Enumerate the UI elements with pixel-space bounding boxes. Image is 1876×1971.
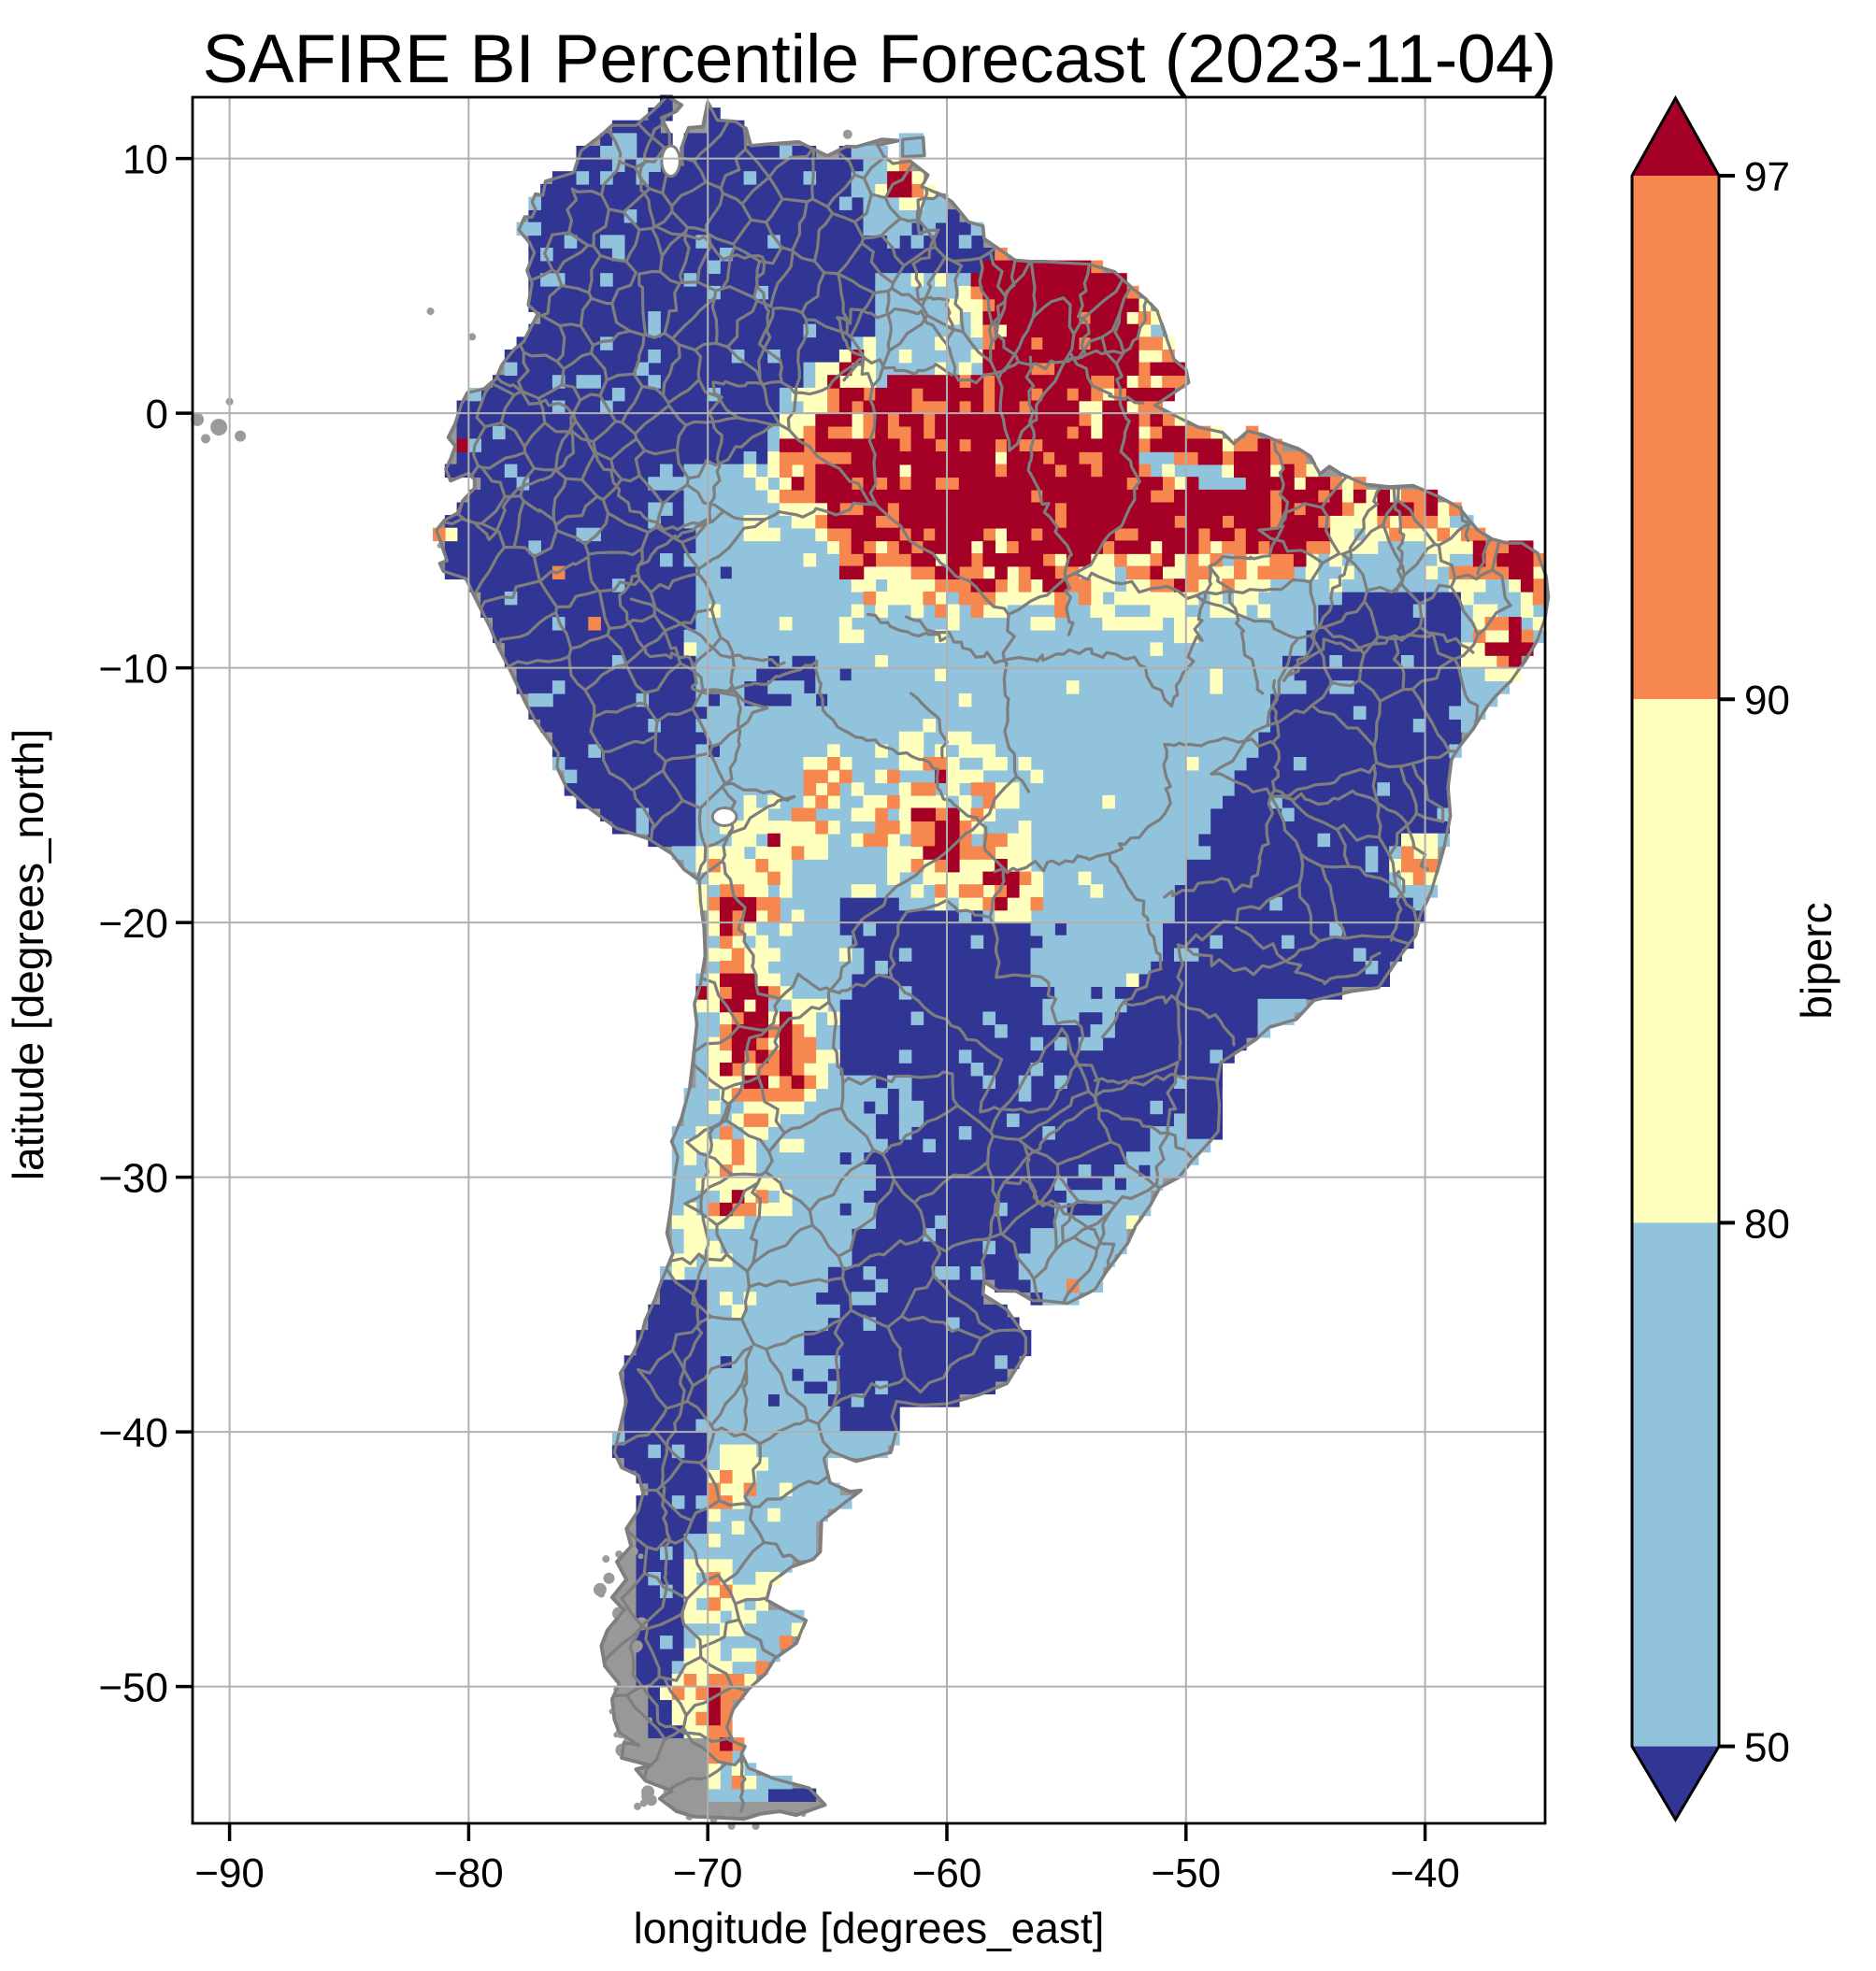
svg-text:−90: −90 [194,1850,265,1896]
svg-text:−80: −80 [434,1850,504,1896]
svg-text:−10: −10 [98,647,168,693]
svg-text:−30: −30 [98,1156,168,1202]
svg-text:50: 50 [1744,1725,1790,1771]
svg-text:−20: −20 [98,901,168,947]
svg-text:−50: −50 [1151,1850,1221,1896]
svg-text:10: 10 [122,137,168,183]
svg-text:−70: −70 [673,1850,743,1896]
svg-text:−50: −50 [98,1665,168,1711]
svg-text:90: 90 [1744,678,1790,723]
svg-text:SAFIRE BI Percentile Forecast: SAFIRE BI Percentile Forecast (2023-11-0… [203,20,1557,97]
svg-text:−40: −40 [1390,1850,1460,1896]
svg-text:97: 97 [1744,154,1790,200]
svg-text:longitude [degrees_east]: longitude [degrees_east] [634,1904,1105,1952]
svg-text:−60: −60 [912,1850,982,1896]
svg-text:0: 0 [146,392,168,437]
svg-text:−40: −40 [98,1410,168,1456]
svg-text:80: 80 [1744,1201,1790,1247]
svg-text:biperc: biperc [1792,902,1840,1019]
svg-text:latitude [degrees_north]: latitude [degrees_north] [4,729,52,1180]
